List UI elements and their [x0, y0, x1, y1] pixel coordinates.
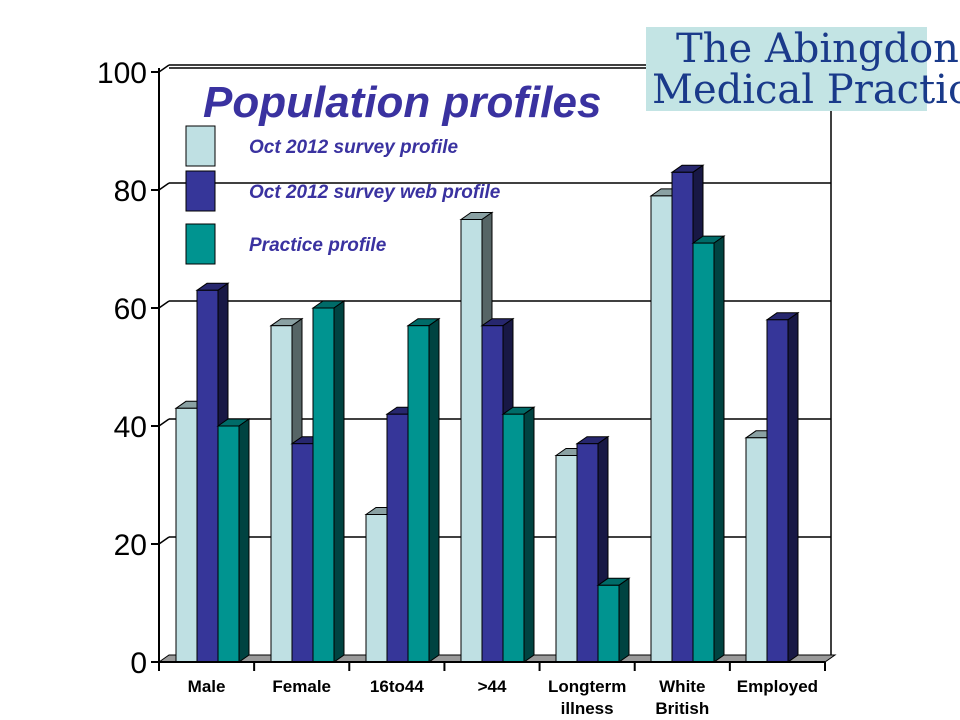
gridline-depth	[158, 536, 170, 545]
bar	[596, 577, 631, 663]
x-tick-label: illness	[561, 699, 614, 718]
logo-line-2: Medical Practice	[652, 67, 960, 113]
logo-line-1: The Abingdon	[676, 26, 959, 72]
x-tick-label: White	[659, 677, 705, 696]
bar-front	[555, 455, 578, 663]
bar	[501, 406, 536, 663]
x-tick-label: Employed	[737, 677, 818, 696]
bar	[311, 300, 346, 663]
bar-front	[597, 584, 620, 663]
bar-front	[766, 319, 789, 663]
gridline-depth	[158, 182, 170, 191]
bar-side	[713, 235, 725, 663]
bar-front	[386, 413, 409, 663]
bar-front	[270, 325, 293, 663]
gridline-depth	[158, 300, 170, 309]
y-tick-label: 0	[130, 647, 147, 680]
practice-logo: The Abingdon Medical Practice	[646, 26, 960, 113]
bar-side	[428, 317, 440, 663]
x-axis: Male Female 16to44 >44 Longterm illness White B…	[158, 661, 826, 718]
bar-front	[671, 171, 694, 663]
legend: Oct 2012 survey profile Oct 2012 survey w…	[185, 125, 501, 265]
chart-title: Population profiles	[203, 78, 601, 127]
legend-swatch	[185, 223, 216, 265]
legend-label: Practice profile	[249, 235, 387, 256]
bar-side	[523, 406, 535, 663]
bar-front	[291, 443, 314, 663]
bar-side	[787, 311, 799, 663]
bar-front	[365, 514, 388, 663]
bar-front	[576, 443, 599, 663]
x-tick-label: >44	[478, 677, 507, 696]
bar	[765, 311, 800, 663]
bar-front	[460, 219, 483, 663]
gridline-depth	[158, 64, 170, 73]
bar-front	[175, 407, 198, 663]
logo-background	[646, 27, 927, 111]
y-tick-label: 40	[114, 411, 147, 444]
bar-front	[407, 325, 430, 663]
bars	[174, 164, 800, 663]
x-tick-label: Male	[188, 677, 226, 696]
bar-front	[692, 242, 715, 663]
bar-front	[650, 195, 673, 663]
bar-side	[618, 577, 630, 663]
bar-front	[196, 289, 219, 663]
x-tick-label: 16to44	[370, 677, 424, 696]
bar-front	[312, 307, 335, 663]
y-tick-label: 100	[97, 57, 147, 90]
y-tick-label: 20	[114, 529, 147, 562]
y-tick-label: 80	[114, 175, 147, 208]
bar	[691, 235, 726, 663]
bar-side	[333, 300, 345, 663]
bar-side	[238, 418, 250, 663]
legend-label: Oct 2012 survey web profile	[249, 182, 501, 203]
bar-front	[217, 425, 240, 663]
y-axis: 0 20 40 60 80 100	[97, 57, 160, 680]
y-tick-label: 60	[114, 293, 147, 326]
legend-swatch	[185, 125, 216, 167]
bar	[216, 418, 251, 663]
legend-swatch	[185, 170, 216, 212]
bar-front	[481, 325, 504, 663]
bar-front	[502, 413, 525, 663]
bar-front	[745, 437, 768, 663]
gridline-depth	[158, 418, 170, 427]
x-tick-label: British	[655, 699, 709, 718]
bar	[406, 317, 441, 663]
x-tick-label: Female	[272, 677, 331, 696]
legend-label: Oct 2012 survey profile	[249, 137, 459, 158]
x-tick-label: Longterm	[548, 677, 626, 696]
